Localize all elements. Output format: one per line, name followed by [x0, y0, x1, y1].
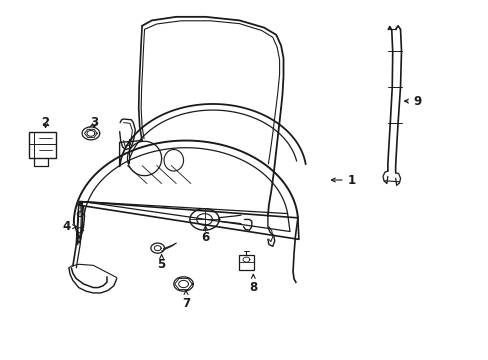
Text: 1: 1	[331, 174, 355, 186]
Text: 4: 4	[62, 220, 77, 233]
Bar	[238, 255, 254, 270]
Text: 6: 6	[201, 225, 209, 244]
Text: 5: 5	[157, 255, 165, 271]
Text: 3: 3	[90, 116, 98, 129]
Text: 8: 8	[249, 274, 257, 294]
Text: 2: 2	[41, 116, 49, 129]
Text: 9: 9	[404, 95, 421, 108]
Text: 7: 7	[182, 291, 190, 310]
